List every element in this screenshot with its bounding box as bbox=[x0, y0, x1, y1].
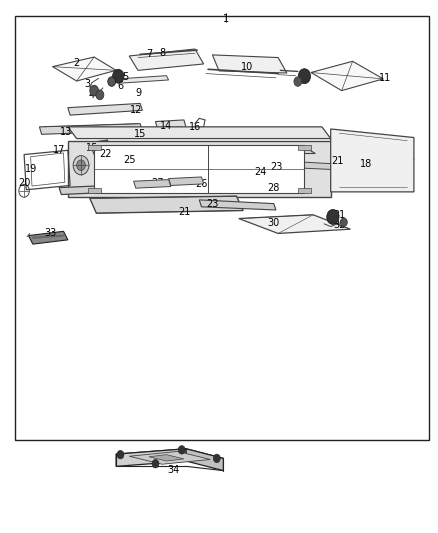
Circle shape bbox=[152, 459, 159, 468]
Circle shape bbox=[117, 450, 124, 459]
Text: 10: 10 bbox=[241, 62, 254, 71]
Text: 6: 6 bbox=[117, 82, 124, 91]
Circle shape bbox=[294, 77, 302, 86]
Text: 9: 9 bbox=[135, 88, 141, 98]
Polygon shape bbox=[186, 449, 223, 471]
Text: 3: 3 bbox=[85, 79, 91, 89]
Circle shape bbox=[77, 160, 85, 171]
Text: 23: 23 bbox=[206, 199, 219, 208]
Text: 1: 1 bbox=[223, 14, 229, 23]
Polygon shape bbox=[59, 181, 208, 195]
Polygon shape bbox=[331, 129, 414, 192]
Text: 2: 2 bbox=[74, 58, 80, 68]
Polygon shape bbox=[129, 451, 210, 464]
Text: 20: 20 bbox=[18, 178, 30, 188]
Text: 32: 32 bbox=[333, 220, 346, 230]
Polygon shape bbox=[68, 141, 331, 197]
Polygon shape bbox=[331, 150, 414, 160]
Circle shape bbox=[73, 156, 89, 175]
Text: 34: 34 bbox=[167, 465, 179, 475]
Text: 22: 22 bbox=[99, 149, 111, 158]
Polygon shape bbox=[68, 127, 331, 139]
Polygon shape bbox=[118, 76, 169, 83]
Polygon shape bbox=[53, 57, 116, 81]
Polygon shape bbox=[90, 196, 243, 213]
Polygon shape bbox=[68, 103, 142, 115]
Polygon shape bbox=[129, 49, 204, 70]
Text: 30: 30 bbox=[268, 218, 280, 228]
Polygon shape bbox=[88, 145, 101, 150]
Polygon shape bbox=[311, 61, 383, 91]
Polygon shape bbox=[116, 449, 186, 466]
Text: 17: 17 bbox=[53, 146, 65, 155]
Text: 5: 5 bbox=[122, 72, 128, 82]
Polygon shape bbox=[298, 188, 311, 193]
Text: 21: 21 bbox=[178, 207, 190, 217]
Text: 27: 27 bbox=[152, 179, 164, 188]
Text: 21: 21 bbox=[331, 157, 343, 166]
Circle shape bbox=[113, 69, 124, 83]
Polygon shape bbox=[145, 127, 182, 135]
Polygon shape bbox=[212, 55, 287, 73]
Circle shape bbox=[340, 218, 347, 227]
Polygon shape bbox=[88, 188, 101, 193]
Polygon shape bbox=[199, 200, 276, 210]
Polygon shape bbox=[94, 145, 304, 193]
Text: 24: 24 bbox=[254, 167, 267, 176]
Text: 28: 28 bbox=[268, 183, 280, 192]
Text: 26: 26 bbox=[195, 179, 208, 189]
Polygon shape bbox=[149, 455, 184, 461]
Text: 18: 18 bbox=[360, 159, 372, 168]
Text: 23: 23 bbox=[270, 162, 282, 172]
Bar bbox=[15, 16, 429, 440]
Text: 33: 33 bbox=[44, 229, 57, 238]
Circle shape bbox=[90, 85, 99, 96]
Text: 31: 31 bbox=[333, 210, 346, 220]
Text: 12: 12 bbox=[130, 106, 142, 115]
Circle shape bbox=[96, 90, 104, 100]
Text: 15: 15 bbox=[134, 130, 146, 139]
Text: 4: 4 bbox=[89, 90, 95, 100]
Circle shape bbox=[178, 446, 185, 454]
Polygon shape bbox=[116, 449, 223, 464]
Text: 7: 7 bbox=[146, 50, 152, 59]
Polygon shape bbox=[39, 124, 142, 134]
Polygon shape bbox=[263, 160, 332, 169]
Polygon shape bbox=[155, 120, 186, 130]
Polygon shape bbox=[298, 145, 311, 150]
Text: 11: 11 bbox=[379, 74, 392, 83]
Text: 14: 14 bbox=[160, 122, 173, 131]
Circle shape bbox=[327, 209, 339, 224]
Polygon shape bbox=[92, 148, 315, 155]
Text: 15: 15 bbox=[86, 143, 98, 152]
Text: 8: 8 bbox=[159, 49, 165, 58]
Text: 19: 19 bbox=[25, 164, 37, 174]
Polygon shape bbox=[239, 215, 350, 233]
Circle shape bbox=[213, 454, 220, 463]
Circle shape bbox=[108, 77, 116, 86]
Text: 13: 13 bbox=[60, 127, 72, 137]
Polygon shape bbox=[134, 180, 171, 188]
Polygon shape bbox=[169, 177, 204, 185]
Text: 25: 25 bbox=[123, 156, 135, 165]
Circle shape bbox=[298, 69, 311, 84]
Text: 16: 16 bbox=[189, 122, 201, 132]
Polygon shape bbox=[28, 231, 68, 244]
